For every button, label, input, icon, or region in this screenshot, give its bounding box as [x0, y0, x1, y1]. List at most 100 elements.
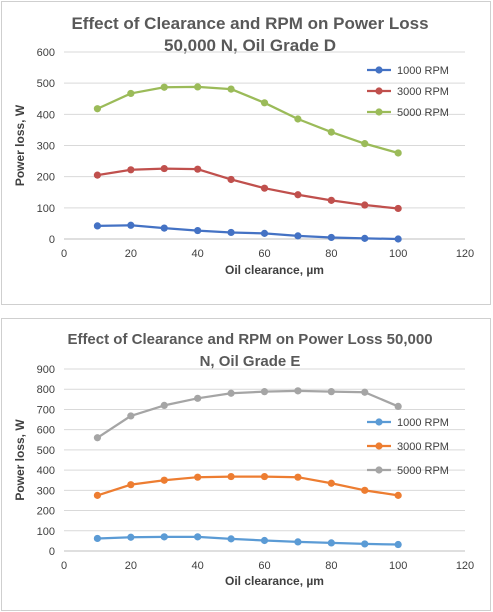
data-point — [160, 83, 168, 91]
x-tick-label: 120 — [456, 248, 474, 260]
data-point — [327, 479, 335, 487]
data-point — [93, 491, 102, 499]
y-axis-label: Power loss, W — [13, 419, 27, 501]
data-point — [361, 234, 369, 242]
series-line-1000-rpm — [97, 224, 399, 241]
data-point — [194, 83, 202, 91]
y-axis-label: Power loss, W — [13, 104, 27, 186]
data-point — [127, 221, 135, 229]
x-tick-label: 20 — [125, 248, 137, 260]
data-point — [194, 533, 202, 541]
y-tick-label: 700 — [37, 404, 55, 416]
x-tick-label: 100 — [389, 560, 407, 572]
x-tick-label: 0 — [61, 560, 67, 572]
data-point — [327, 539, 335, 547]
data-point — [394, 491, 402, 499]
data-point — [361, 486, 369, 494]
data-point — [260, 99, 269, 107]
data-point — [361, 201, 369, 209]
series-line-5000-rpm — [96, 389, 399, 439]
data-point — [160, 164, 168, 173]
y-tick-label: 400 — [37, 465, 55, 477]
series-line-1000-rpm — [97, 535, 399, 546]
data-point — [394, 149, 402, 157]
data-point — [394, 402, 402, 411]
legend-label: 5000 RPM — [397, 465, 449, 477]
legend-label: 3000 RPM — [397, 441, 449, 453]
data-point — [294, 232, 302, 240]
data-point — [227, 535, 235, 543]
x-tick-label: 40 — [192, 560, 204, 572]
y-tick-label: 100 — [37, 526, 55, 538]
x-tick-label: 80 — [325, 248, 337, 260]
legend-swatch-marker — [375, 87, 383, 95]
legend-swatch-marker — [375, 442, 383, 450]
chart-title-line: 50,000 N, Oil Grade D — [164, 36, 336, 55]
legend-swatch-marker — [375, 418, 383, 426]
chart-panel-oil-grade-d: Effect of Clearance and RPM on Power Los… — [1, 1, 491, 305]
x-tick-label: 60 — [258, 560, 270, 572]
data-point — [361, 388, 369, 396]
data-point — [194, 394, 202, 402]
data-point — [127, 412, 135, 420]
x-axis-label: Oil clearance, µm — [225, 263, 324, 277]
data-point — [93, 171, 102, 179]
data-point — [160, 401, 168, 409]
data-point — [327, 233, 335, 242]
data-point — [260, 536, 269, 545]
data-point — [227, 389, 235, 397]
x-tick-label: 0 — [61, 248, 67, 260]
data-point — [127, 533, 135, 541]
chart-oil-grade-d: Effect of Clearance and RPM on Power Los… — [13, 14, 474, 277]
data-point — [260, 229, 269, 237]
y-tick-label: 300 — [37, 485, 55, 497]
data-point — [294, 538, 302, 546]
data-point — [227, 85, 235, 93]
y-tick-label: 600 — [37, 47, 55, 59]
chart-title-line: N, Oil Grade E — [200, 353, 301, 370]
data-point — [294, 473, 302, 481]
legend-label: 1000 RPM — [397, 417, 449, 429]
data-point — [327, 388, 335, 396]
y-tick-label: 0 — [49, 234, 55, 246]
chart-separator — [0, 306, 493, 317]
y-tick-label: 400 — [37, 109, 55, 121]
x-tick-label: 120 — [456, 560, 474, 572]
data-point — [327, 196, 335, 204]
y-tick-label: 600 — [37, 425, 55, 437]
data-point — [127, 481, 135, 489]
data-point — [260, 472, 269, 481]
data-point — [260, 184, 269, 192]
data-point — [227, 228, 235, 237]
data-point — [394, 204, 402, 213]
y-tick-label: 0 — [49, 546, 55, 558]
y-tick-label: 900 — [37, 364, 55, 376]
data-point — [93, 222, 102, 230]
legend-swatch-marker — [375, 66, 383, 74]
data-point — [194, 473, 202, 481]
x-tick-label: 80 — [325, 560, 337, 572]
data-point — [93, 434, 102, 442]
data-point — [394, 235, 402, 243]
data-point — [194, 165, 202, 173]
series-line-3000-rpm — [97, 167, 399, 210]
x-tick-label: 20 — [125, 560, 137, 572]
legend-label: 3000 RPM — [397, 86, 449, 98]
chart-title-line: Effect of Clearance and RPM on Power Los… — [67, 331, 432, 348]
x-axis-label: Oil clearance, µm — [225, 574, 324, 588]
data-point — [294, 115, 302, 123]
y-tick-label: 300 — [37, 141, 55, 153]
data-point — [361, 540, 369, 548]
x-tick-label: 100 — [389, 248, 407, 260]
data-point — [160, 224, 168, 232]
data-point — [127, 89, 135, 98]
data-point — [127, 166, 135, 174]
data-point — [294, 191, 302, 199]
x-tick-label: 40 — [192, 248, 204, 260]
data-point — [294, 387, 302, 395]
data-point — [160, 533, 168, 541]
y-tick-label: 500 — [37, 445, 55, 457]
y-tick-label: 200 — [37, 506, 55, 518]
series-line-3000-rpm — [97, 475, 399, 497]
data-point — [93, 534, 102, 543]
